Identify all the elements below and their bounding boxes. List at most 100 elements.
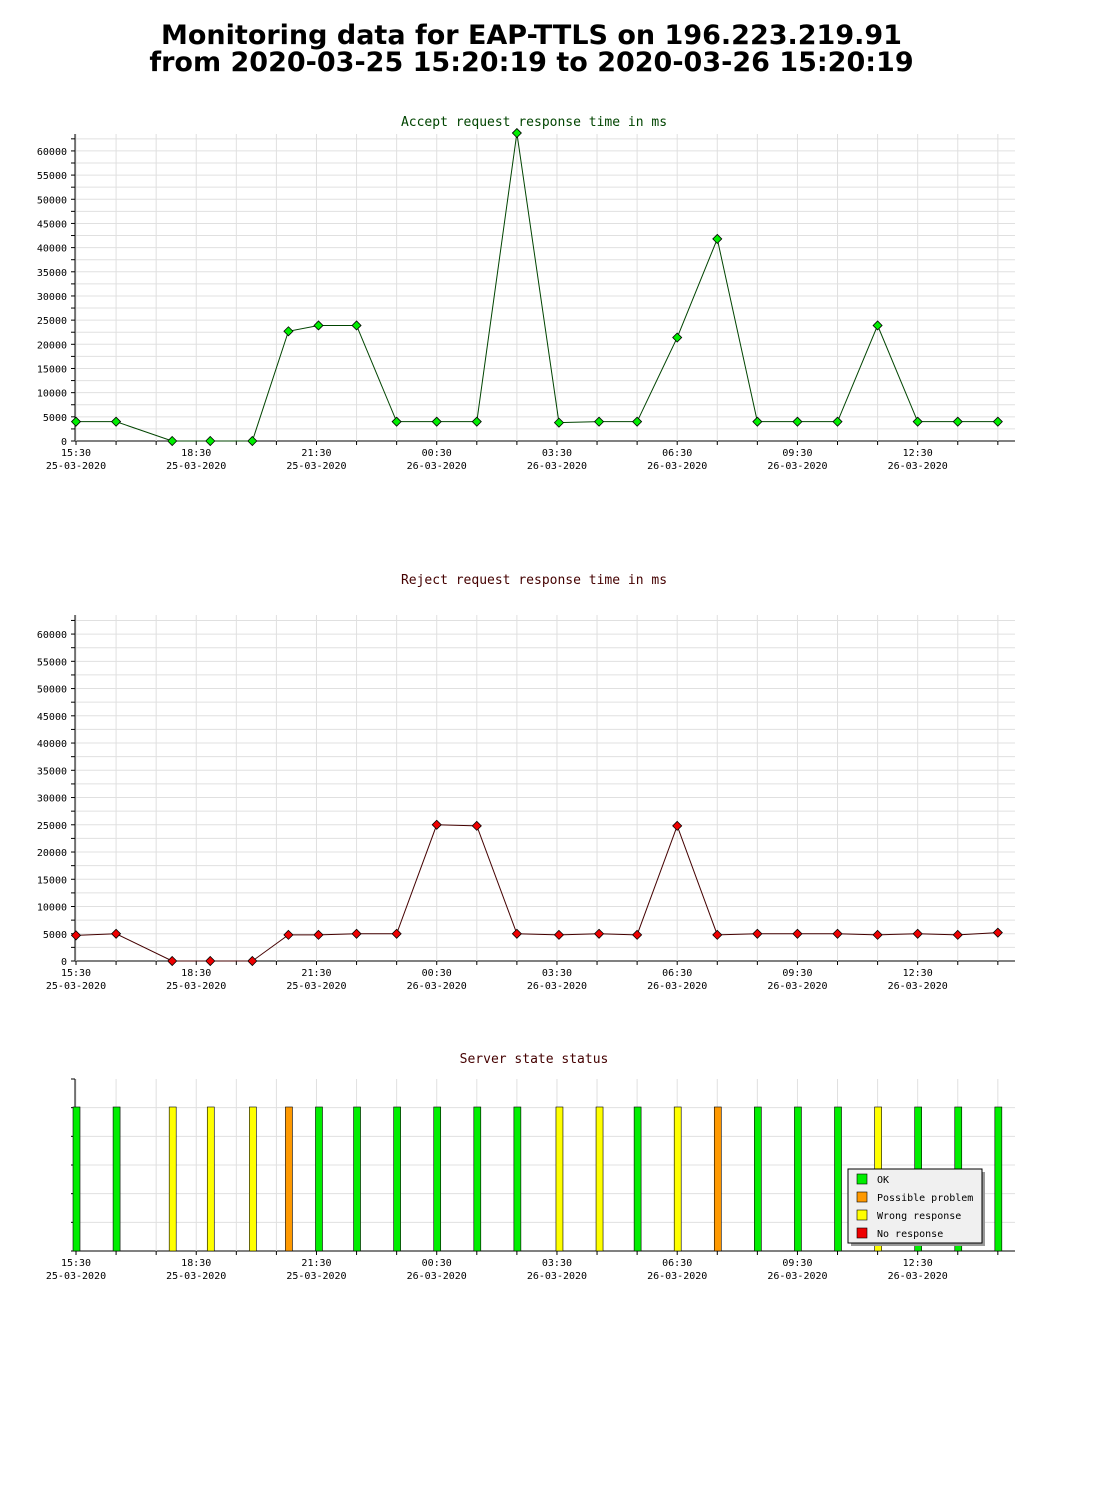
y-tick-label: 20000 <box>37 848 67 859</box>
y-tick-label: 40000 <box>37 739 67 750</box>
x-tick-label-time: 03:30 <box>542 1258 572 1269</box>
data-point <box>712 233 723 244</box>
legend-swatch <box>856 1173 868 1185</box>
data-point <box>872 320 883 331</box>
chart-title: Reject request response time in ms <box>401 573 667 588</box>
x-tick-label-date: 26-03-2020 <box>527 1271 587 1282</box>
y-tick-label: 10000 <box>37 903 67 914</box>
data-point <box>712 929 723 940</box>
y-tick-label: 20000 <box>37 340 67 351</box>
data-point <box>912 928 923 939</box>
status-bar <box>393 1106 401 1252</box>
data-point <box>70 416 82 427</box>
legend-swatch <box>856 1227 868 1239</box>
y-tick-label: 30000 <box>37 794 67 805</box>
data-point <box>593 928 605 939</box>
data-point <box>752 928 763 939</box>
y-tick-label: 30000 <box>37 292 67 303</box>
x-tick-label-time: 18:30 <box>181 968 211 979</box>
x-tick-label-time: 03:30 <box>542 448 572 459</box>
x-tick-label-time: 15:30 <box>61 1258 91 1269</box>
y-tick-label: 50000 <box>37 195 67 206</box>
x-tick-label-date: 26-03-2020 <box>647 981 707 992</box>
x-tick-label-date: 26-03-2020 <box>888 1271 948 1282</box>
x-tick-label-time: 06:30 <box>662 448 692 459</box>
data-point <box>672 820 683 831</box>
data-point <box>431 416 442 427</box>
data-point <box>111 928 122 939</box>
x-tick-label-date: 26-03-2020 <box>527 461 587 472</box>
x-tick-label-date: 25-03-2020 <box>286 461 346 472</box>
data-point <box>471 416 482 427</box>
status-bar <box>285 1106 293 1252</box>
data-point <box>205 955 216 967</box>
data-point <box>351 928 362 939</box>
x-tick-label-time: 12:30 <box>903 1258 933 1269</box>
data-point <box>593 416 605 427</box>
status-bar <box>72 1106 81 1252</box>
data-point <box>511 127 522 139</box>
x-tick-label-time: 21:30 <box>301 448 331 459</box>
data-point <box>247 955 258 967</box>
x-tick-label-date: 26-03-2020 <box>407 1271 467 1282</box>
x-tick-label-time: 09:30 <box>782 1258 812 1269</box>
x-tick-label-date: 26-03-2020 <box>888 461 948 472</box>
data-point <box>832 416 843 427</box>
x-tick-label-time: 12:30 <box>903 448 933 459</box>
x-tick-label-date: 26-03-2020 <box>888 981 948 992</box>
y-tick-label: 15000 <box>37 364 67 375</box>
y-tick-label: 35000 <box>37 766 67 777</box>
x-tick-label-time: 21:30 <box>301 1258 331 1269</box>
x-tick-label-time: 03:30 <box>542 968 572 979</box>
data-point <box>553 929 565 940</box>
y-tick-label: 10000 <box>37 389 67 400</box>
x-tick-label-date: 26-03-2020 <box>767 461 827 472</box>
data-point <box>992 927 1003 938</box>
chart-title: Server state status <box>460 1052 609 1067</box>
data-point <box>792 928 803 939</box>
y-tick-label: 50000 <box>37 685 67 696</box>
status-bar <box>315 1106 323 1252</box>
legend-label: Possible problem <box>877 1193 973 1204</box>
y-tick-label: 5000 <box>43 930 67 941</box>
data-point <box>283 326 294 337</box>
page-title: Monitoring data for EAP-TTLS on 196.223.… <box>0 22 1063 76</box>
data-point <box>391 416 402 427</box>
series-line <box>75 824 998 962</box>
x-tick-label-time: 00:30 <box>422 448 452 459</box>
x-tick-label-date: 25-03-2020 <box>166 461 226 472</box>
y-tick-label: 60000 <box>37 147 67 158</box>
x-tick-label-date: 25-03-2020 <box>46 461 106 472</box>
data-point <box>70 930 82 941</box>
data-point <box>992 416 1003 427</box>
legend-box <box>847 1168 983 1244</box>
data-point <box>952 929 963 940</box>
status-bar <box>994 1106 1003 1252</box>
status-bar <box>555 1106 564 1252</box>
y-tick-label: 40000 <box>37 244 67 255</box>
y-tick-label: 25000 <box>37 316 67 327</box>
x-tick-label-time: 15:30 <box>61 968 91 979</box>
x-tick-label-date: 25-03-2020 <box>166 981 226 992</box>
y-tick-label: 55000 <box>37 657 67 668</box>
data-point <box>792 416 803 427</box>
status-bar <box>794 1106 802 1252</box>
status-bar <box>713 1106 722 1252</box>
x-tick-label-date: 26-03-2020 <box>527 981 587 992</box>
y-tick-label: 5000 <box>43 413 67 424</box>
data-point <box>391 928 402 939</box>
page-title-line-2: from 2020-03-25 15:20:19 to 2020-03-26 1… <box>149 47 914 78</box>
status-bar <box>834 1106 842 1252</box>
x-tick-label-time: 00:30 <box>422 968 452 979</box>
y-tick-label: 15000 <box>37 875 67 886</box>
data-point <box>167 955 178 967</box>
data-point <box>632 416 643 427</box>
x-tick-label-date: 25-03-2020 <box>46 1271 106 1282</box>
x-tick-label-time: 18:30 <box>181 448 211 459</box>
x-tick-label-time: 15:30 <box>61 448 91 459</box>
x-tick-label-date: 25-03-2020 <box>46 981 106 992</box>
status-bar <box>206 1106 215 1252</box>
y-tick-label: 45000 <box>37 712 67 723</box>
x-tick-label-time: 09:30 <box>782 968 812 979</box>
